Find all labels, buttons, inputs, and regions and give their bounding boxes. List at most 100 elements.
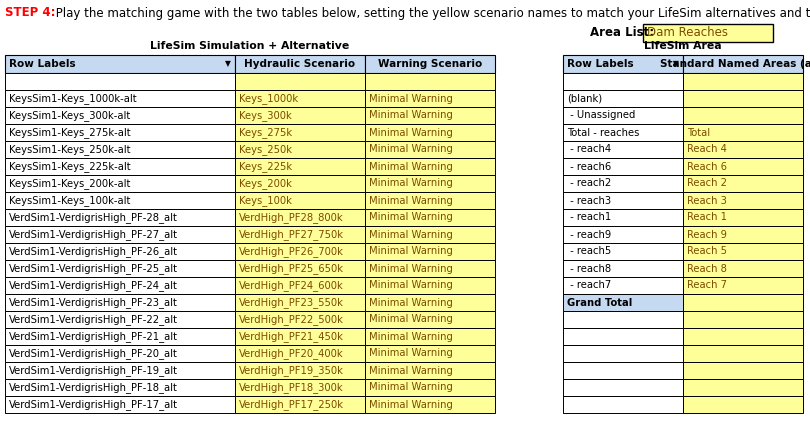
Text: Minimal Warning: Minimal Warning (369, 127, 453, 138)
Bar (5, 141, 235, 158)
Text: Row Labels: Row Labels (9, 59, 75, 69)
Bar (5, 226, 235, 243)
Text: - reach6: - reach6 (567, 161, 612, 172)
Text: VerdSim1-VerdigrisHigh_PF-24_alt: VerdSim1-VerdigrisHigh_PF-24_alt (9, 280, 178, 291)
Text: (blank): (blank) (567, 93, 602, 104)
Text: - reach9: - reach9 (567, 229, 612, 239)
Bar (563, 260, 683, 277)
Text: Minimal Warning: Minimal Warning (369, 348, 453, 359)
Text: ▼: ▼ (673, 60, 679, 68)
Text: Keys_250k: Keys_250k (239, 144, 292, 155)
Bar (563, 209, 683, 226)
Bar (5, 311, 235, 328)
Bar (235, 226, 365, 243)
Text: VerdHigh_PF24_600k: VerdHigh_PF24_600k (239, 280, 343, 291)
Text: Minimal Warning: Minimal Warning (369, 161, 453, 172)
Text: VerdHigh_PF27_750k: VerdHigh_PF27_750k (239, 229, 344, 240)
Bar (235, 175, 365, 192)
Text: VerdHigh_PF17_250k: VerdHigh_PF17_250k (239, 399, 344, 410)
Bar (5, 243, 235, 260)
Text: Minimal Warning: Minimal Warning (369, 247, 453, 257)
Bar (235, 345, 365, 362)
Bar (5, 90, 235, 107)
Bar (235, 55, 365, 73)
Bar (365, 362, 495, 379)
Bar (5, 294, 235, 311)
Bar (563, 107, 683, 124)
Bar (563, 175, 683, 192)
Text: VerdSim1-VerdigrisHigh_PF-17_alt: VerdSim1-VerdigrisHigh_PF-17_alt (9, 399, 178, 410)
Text: Standard Named Areas (ado: Standard Named Areas (ado (659, 59, 810, 69)
Bar (235, 107, 365, 124)
Bar (365, 192, 495, 209)
Bar (5, 345, 235, 362)
Bar (365, 175, 495, 192)
Text: STEP 4:: STEP 4: (5, 7, 56, 19)
Bar (683, 124, 803, 141)
Bar (235, 124, 365, 141)
Bar (563, 396, 683, 413)
Text: Keys_225k: Keys_225k (239, 161, 292, 172)
Bar (5, 379, 235, 396)
Text: Minimal Warning: Minimal Warning (369, 400, 453, 410)
Bar (365, 379, 495, 396)
Bar (563, 345, 683, 362)
Bar (365, 396, 495, 413)
Bar (235, 362, 365, 379)
Bar (683, 243, 803, 260)
Text: Total - reaches: Total - reaches (567, 127, 639, 138)
Bar (563, 362, 683, 379)
Bar (683, 294, 803, 311)
Bar (365, 243, 495, 260)
Bar (365, 141, 495, 158)
Bar (235, 209, 365, 226)
Text: VerdSim1-VerdigrisHigh_PF-27_alt: VerdSim1-VerdigrisHigh_PF-27_alt (9, 229, 178, 240)
Bar (5, 175, 235, 192)
Bar (365, 73, 495, 90)
Text: Minimal Warning: Minimal Warning (369, 229, 453, 239)
Text: VerdHigh_PF22_500k: VerdHigh_PF22_500k (239, 314, 344, 325)
Text: Minimal Warning: Minimal Warning (369, 195, 453, 206)
Text: Row Labels: Row Labels (567, 59, 633, 69)
Bar (563, 158, 683, 175)
Text: LifeSim Simulation + Alternative: LifeSim Simulation + Alternative (151, 41, 350, 51)
Bar (5, 55, 235, 73)
Text: Reach 1: Reach 1 (687, 213, 727, 223)
Text: Reach 9: Reach 9 (687, 229, 727, 239)
Bar (235, 328, 365, 345)
Text: KeysSim1-Keys_225k-alt: KeysSim1-Keys_225k-alt (9, 161, 130, 172)
Bar (235, 158, 365, 175)
Text: Grand Total: Grand Total (567, 298, 633, 307)
Text: - reach5: - reach5 (567, 247, 612, 257)
Text: - reach8: - reach8 (567, 264, 611, 273)
Text: KeysSim1-Keys_250k-alt: KeysSim1-Keys_250k-alt (9, 144, 130, 155)
Text: Total: Total (687, 127, 710, 138)
Bar (235, 311, 365, 328)
Text: Reach 4: Reach 4 (687, 145, 727, 154)
Text: Reach 8: Reach 8 (687, 264, 727, 273)
Text: Minimal Warning: Minimal Warning (369, 280, 453, 291)
Bar (563, 294, 683, 311)
Bar (563, 243, 683, 260)
Text: VerdHigh_PF26_700k: VerdHigh_PF26_700k (239, 246, 344, 257)
Bar (235, 90, 365, 107)
Bar (683, 192, 803, 209)
Text: Reach 2: Reach 2 (687, 179, 727, 188)
Bar (365, 55, 495, 73)
Text: Minimal Warning: Minimal Warning (369, 314, 453, 325)
Text: Minimal Warning: Minimal Warning (369, 145, 453, 154)
Bar (643, 24, 773, 42)
Bar (235, 141, 365, 158)
Text: VerdSim1-VerdigrisHigh_PF-28_alt: VerdSim1-VerdigrisHigh_PF-28_alt (9, 212, 178, 223)
Bar (683, 345, 803, 362)
Bar (563, 73, 683, 90)
Text: Area List:: Area List: (590, 26, 654, 40)
Text: Keys_1000k: Keys_1000k (239, 93, 298, 104)
Bar (235, 260, 365, 277)
Bar (683, 175, 803, 192)
Text: Minimal Warning: Minimal Warning (369, 111, 453, 120)
Bar (5, 396, 235, 413)
Bar (563, 124, 683, 141)
Bar (683, 55, 803, 73)
Bar (235, 243, 365, 260)
